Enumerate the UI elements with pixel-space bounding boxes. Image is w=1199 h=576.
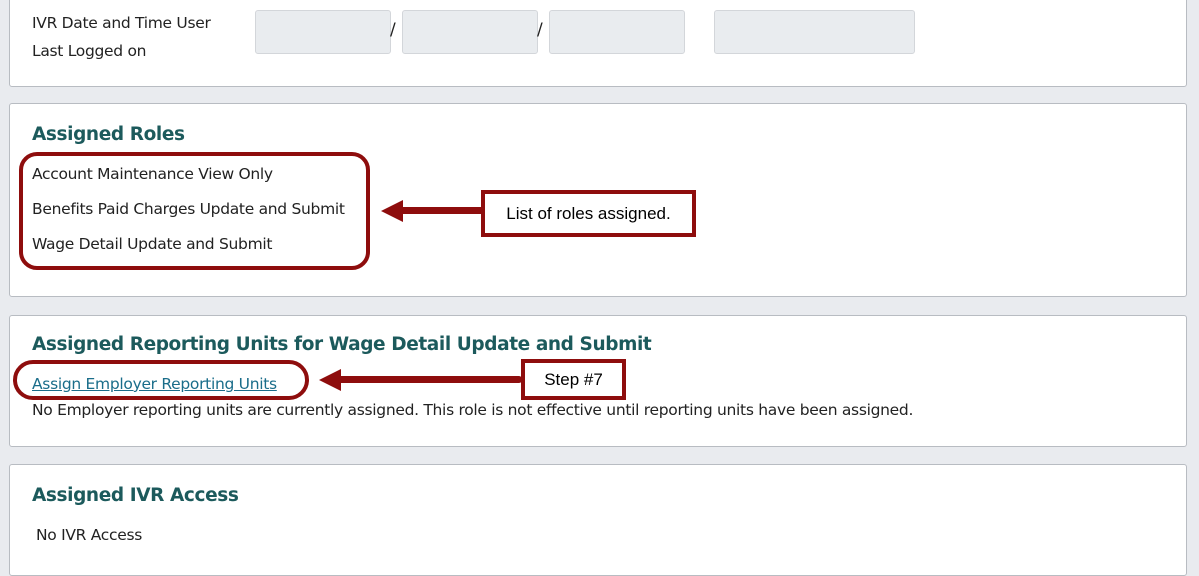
assign-employer-reporting-units-link[interactable]: Assign Employer Reporting Units bbox=[32, 375, 277, 393]
reporting-units-message: No Employer reporting units are currentl… bbox=[32, 401, 914, 419]
ivr-last-logged-label-line1: IVR Date and Time User bbox=[32, 14, 211, 32]
annotation-arrow bbox=[338, 376, 522, 383]
ivr-access-value: No IVR Access bbox=[36, 526, 143, 544]
role-item: Wage Detail Update and Submit bbox=[32, 235, 273, 253]
arrow-head-icon bbox=[381, 200, 403, 222]
ivr-access-title: Assigned IVR Access bbox=[32, 485, 239, 506]
arrow-head-icon bbox=[319, 369, 341, 391]
ivr-access-panel: Assigned IVR Access No IVR Access bbox=[9, 464, 1187, 576]
ivr-time-field[interactable] bbox=[714, 10, 915, 54]
step-callout: Step #7 bbox=[521, 359, 626, 400]
annotation-arrow bbox=[400, 207, 484, 214]
date-separator: / bbox=[390, 20, 396, 40]
link-highlight-ring bbox=[13, 360, 309, 400]
roles-highlight-ring bbox=[19, 152, 370, 270]
ivr-last-logged-label-line2: Last Logged on bbox=[32, 42, 147, 60]
role-item: Account Maintenance View Only bbox=[32, 165, 273, 183]
role-item: Benefits Paid Charges Update and Submit bbox=[32, 200, 345, 218]
reporting-units-title: Assigned Reporting Units for Wage Detail… bbox=[32, 334, 652, 355]
ivr-date-month-field[interactable] bbox=[255, 10, 391, 54]
roles-callout: List of roles assigned. bbox=[481, 190, 696, 237]
ivr-date-year-field[interactable] bbox=[549, 10, 685, 54]
assigned-roles-title: Assigned Roles bbox=[32, 124, 185, 145]
ivr-date-day-field[interactable] bbox=[402, 10, 538, 54]
date-separator: / bbox=[537, 20, 543, 40]
